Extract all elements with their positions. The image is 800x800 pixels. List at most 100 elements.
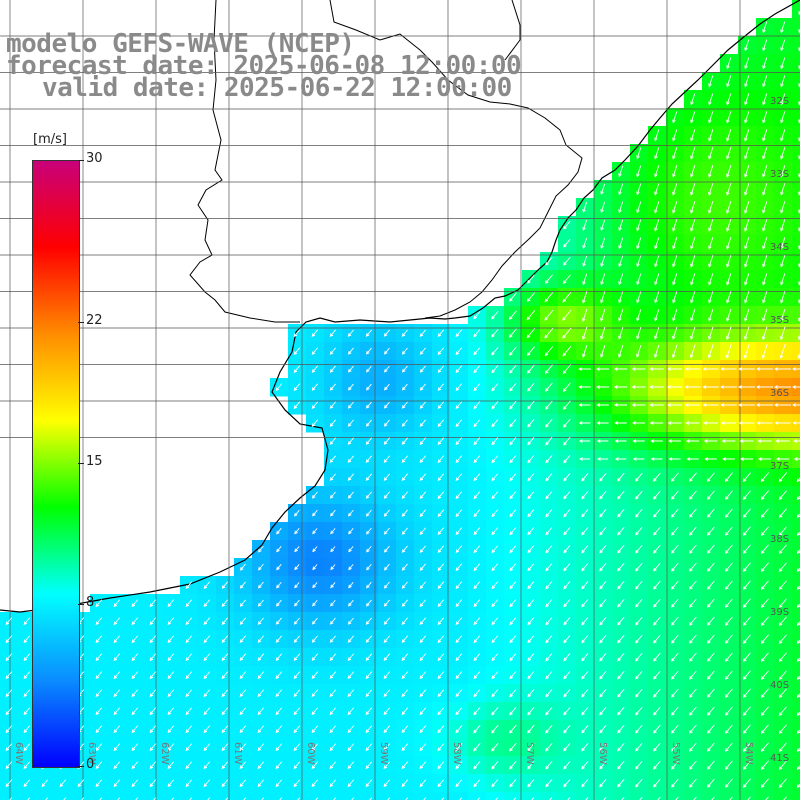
wind-arrow — [636, 273, 642, 286]
wind-arrow — [437, 491, 445, 500]
wind-speed-cell — [378, 792, 397, 800]
wind-arrow — [257, 689, 265, 698]
wind-arrow — [702, 385, 719, 389]
wind-arrow — [596, 367, 610, 371]
wind-arrow — [653, 778, 661, 788]
wind-arrow — [366, 545, 372, 553]
wind-arrow — [578, 403, 591, 407]
wind-speed-cell — [792, 162, 800, 181]
wind-arrow — [495, 797, 499, 800]
wind-arrow — [562, 292, 572, 303]
wind-arrow — [311, 365, 319, 373]
wind-arrow — [688, 472, 697, 482]
wind-arrow — [473, 742, 481, 752]
wind-arrow — [778, 526, 787, 536]
wind-arrow — [563, 454, 571, 464]
wind-arrow — [383, 581, 390, 589]
wind-arrow — [671, 508, 679, 518]
wind-arrow — [473, 689, 481, 698]
wind-arrow — [293, 725, 301, 734]
wind-arrow — [614, 421, 627, 425]
wind-arrow — [613, 403, 628, 407]
wind-arrow — [135, 797, 139, 800]
wind-arrow — [599, 688, 607, 698]
wind-arrow — [185, 779, 193, 788]
wind-arrow — [722, 457, 735, 461]
wind-arrow — [671, 598, 679, 608]
wind-arrow — [437, 437, 445, 446]
wind-arrow — [9, 797, 13, 800]
wind-arrow — [738, 367, 755, 371]
wind-arrow — [599, 652, 607, 662]
wind-arrow — [347, 347, 354, 355]
wind-arrow — [455, 383, 463, 392]
wind-arrow — [293, 671, 301, 680]
wind-arrow — [726, 129, 732, 142]
wind-arrow — [599, 598, 607, 608]
wind-arrow — [95, 725, 103, 734]
wind-arrow — [667, 367, 682, 371]
wind-arrow — [689, 526, 697, 536]
wind-arrow — [671, 778, 679, 788]
wind-arrow — [221, 779, 229, 788]
model-title: modelo GEFS-WAVE (NCEP) — [6, 29, 355, 59]
wind-arrow — [149, 725, 157, 734]
colorbar — [32, 160, 80, 768]
wind-arrow — [527, 563, 535, 572]
longitude-label: 54W — [743, 742, 754, 765]
wind-arrow — [778, 544, 787, 554]
wind-arrow — [690, 129, 696, 142]
wind-arrow — [724, 634, 733, 644]
wind-arrow — [455, 491, 463, 500]
wind-arrow — [311, 707, 319, 716]
colorbar-tick — [78, 604, 84, 606]
wind-arrow — [708, 93, 714, 106]
wind-arrow — [5, 725, 13, 734]
wind-arrow — [23, 653, 31, 662]
wind-arrow — [654, 183, 660, 196]
wind-arrow — [437, 401, 445, 409]
wind-arrow — [419, 725, 427, 734]
wind-arrow — [725, 344, 732, 359]
wind-arrow — [617, 742, 625, 752]
wind-arrow — [95, 707, 103, 716]
wind-arrow — [690, 183, 696, 196]
wind-arrow — [221, 761, 229, 770]
wind-arrow — [599, 706, 607, 716]
wind-arrow — [185, 617, 193, 626]
wind-arrow — [639, 796, 643, 800]
wind-arrow — [509, 509, 517, 518]
colorbar-tick-label: 8 — [86, 595, 95, 611]
wind-arrow — [684, 385, 701, 389]
wind-arrow — [437, 725, 445, 734]
wind-arrow — [419, 401, 426, 409]
wind-arrow — [545, 599, 553, 608]
wind-arrow — [239, 779, 247, 788]
wind-arrow — [596, 421, 609, 425]
wind-arrow — [437, 581, 445, 590]
wind-arrow — [742, 652, 751, 662]
wind-arrow — [455, 599, 463, 608]
wind-arrow — [582, 255, 588, 267]
wind-arrow — [311, 635, 318, 643]
wind-arrow — [329, 761, 337, 770]
wind-arrow — [707, 742, 715, 752]
wind-arrow — [239, 563, 246, 571]
wind-arrow — [5, 671, 13, 680]
wind-arrow — [383, 491, 390, 499]
wind-arrow — [707, 688, 715, 698]
wind-arrow — [744, 183, 750, 196]
wind-arrow — [600, 345, 606, 358]
wind-arrow — [5, 779, 13, 788]
wind-arrow — [778, 652, 787, 662]
wind-arrow — [311, 761, 319, 770]
wind-arrow — [347, 761, 355, 770]
wind-arrow — [383, 617, 390, 625]
wind-arrow — [635, 742, 643, 752]
wind-arrow — [635, 634, 643, 644]
wind-arrow — [774, 385, 791, 389]
wind-arrow — [149, 599, 157, 608]
wind-arrow — [509, 346, 517, 356]
wind-speed-cell — [720, 792, 739, 800]
wind-arrow — [365, 419, 372, 427]
